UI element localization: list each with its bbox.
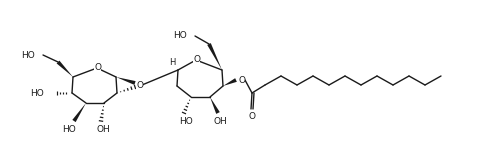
Polygon shape: [210, 97, 219, 114]
Polygon shape: [72, 103, 86, 122]
Polygon shape: [223, 78, 236, 86]
Text: O: O: [136, 81, 143, 89]
Text: OH: OH: [213, 117, 227, 125]
Text: HO: HO: [21, 50, 35, 59]
Text: HO: HO: [62, 124, 76, 133]
Text: HO: HO: [173, 31, 187, 40]
Polygon shape: [207, 43, 222, 70]
Text: O: O: [238, 76, 245, 84]
Text: O: O: [94, 63, 101, 72]
Text: H: H: [168, 57, 175, 67]
Text: OH: OH: [96, 124, 109, 133]
Text: HO: HO: [179, 117, 192, 125]
Text: HO: HO: [30, 88, 44, 97]
Polygon shape: [57, 61, 73, 77]
Text: O: O: [248, 112, 255, 121]
Text: O: O: [193, 54, 200, 64]
Polygon shape: [116, 77, 135, 85]
